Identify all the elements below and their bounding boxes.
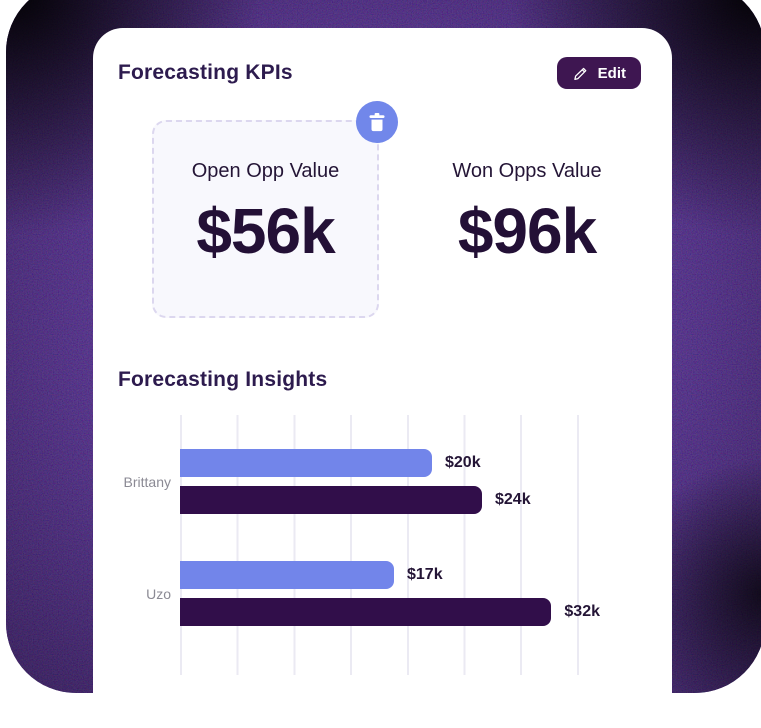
- insights-section-title: Forecasting Insights: [118, 368, 328, 391]
- bar-open-uzo: [180, 561, 394, 589]
- kpis-section-title: Forecasting KPIs: [118, 61, 293, 84]
- trash-icon: [366, 111, 388, 133]
- bar-row-won-brittany: $24k: [180, 486, 600, 514]
- card-header: Forecasting KPIs Edit: [118, 57, 641, 89]
- forecasting-card: Forecasting KPIs Edit: [93, 28, 672, 728]
- bar-row-won-uzo: $32k: [180, 598, 600, 626]
- kpi-label: Won Opps Value: [452, 160, 602, 182]
- delete-kpi-button[interactable]: [356, 101, 398, 143]
- bar-value-label: $20k: [445, 454, 481, 471]
- bar-open-brittany: [180, 449, 432, 477]
- kpi-tile-won-opps-value: Won Opps Value $96k: [407, 120, 647, 318]
- bar-won-uzo: [180, 598, 552, 626]
- category-label-brittany: Brittany: [123, 473, 171, 490]
- bar-value-label: $17k: [407, 566, 443, 583]
- kpi-value: $56k: [196, 195, 335, 267]
- bar-row-open-brittany: $20k: [180, 449, 600, 477]
- chart-group-brittany: Brittany $20k $24k: [124, 449, 600, 514]
- kpi-value: $96k: [457, 195, 597, 267]
- bar-won-brittany: [180, 486, 482, 514]
- kpi-label: Open Opp Value: [191, 160, 340, 182]
- kpi-tile-open-opp-value[interactable]: Open Opp Value $56k: [152, 101, 398, 318]
- pencil-icon: [572, 65, 589, 82]
- bar-value-label: $32k: [564, 603, 600, 620]
- bar-row-open-uzo: $17k: [180, 561, 600, 589]
- forecast-bar-chart: Brittany $20k $24k Uzo $17k $32k: [118, 415, 641, 675]
- edit-button[interactable]: Edit: [556, 57, 641, 89]
- chart-plot: Brittany $20k $24k Uzo $17k $32k: [124, 415, 600, 675]
- category-label-uzo: Uzo: [146, 585, 171, 602]
- chart-group-uzo: Uzo $17k $32k: [146, 561, 600, 626]
- kpi-section: Open Opp Value $56k Won Opps Value $96k: [118, 101, 641, 318]
- bar-value-label: $24k: [495, 491, 531, 508]
- edit-button-label: Edit: [597, 64, 626, 82]
